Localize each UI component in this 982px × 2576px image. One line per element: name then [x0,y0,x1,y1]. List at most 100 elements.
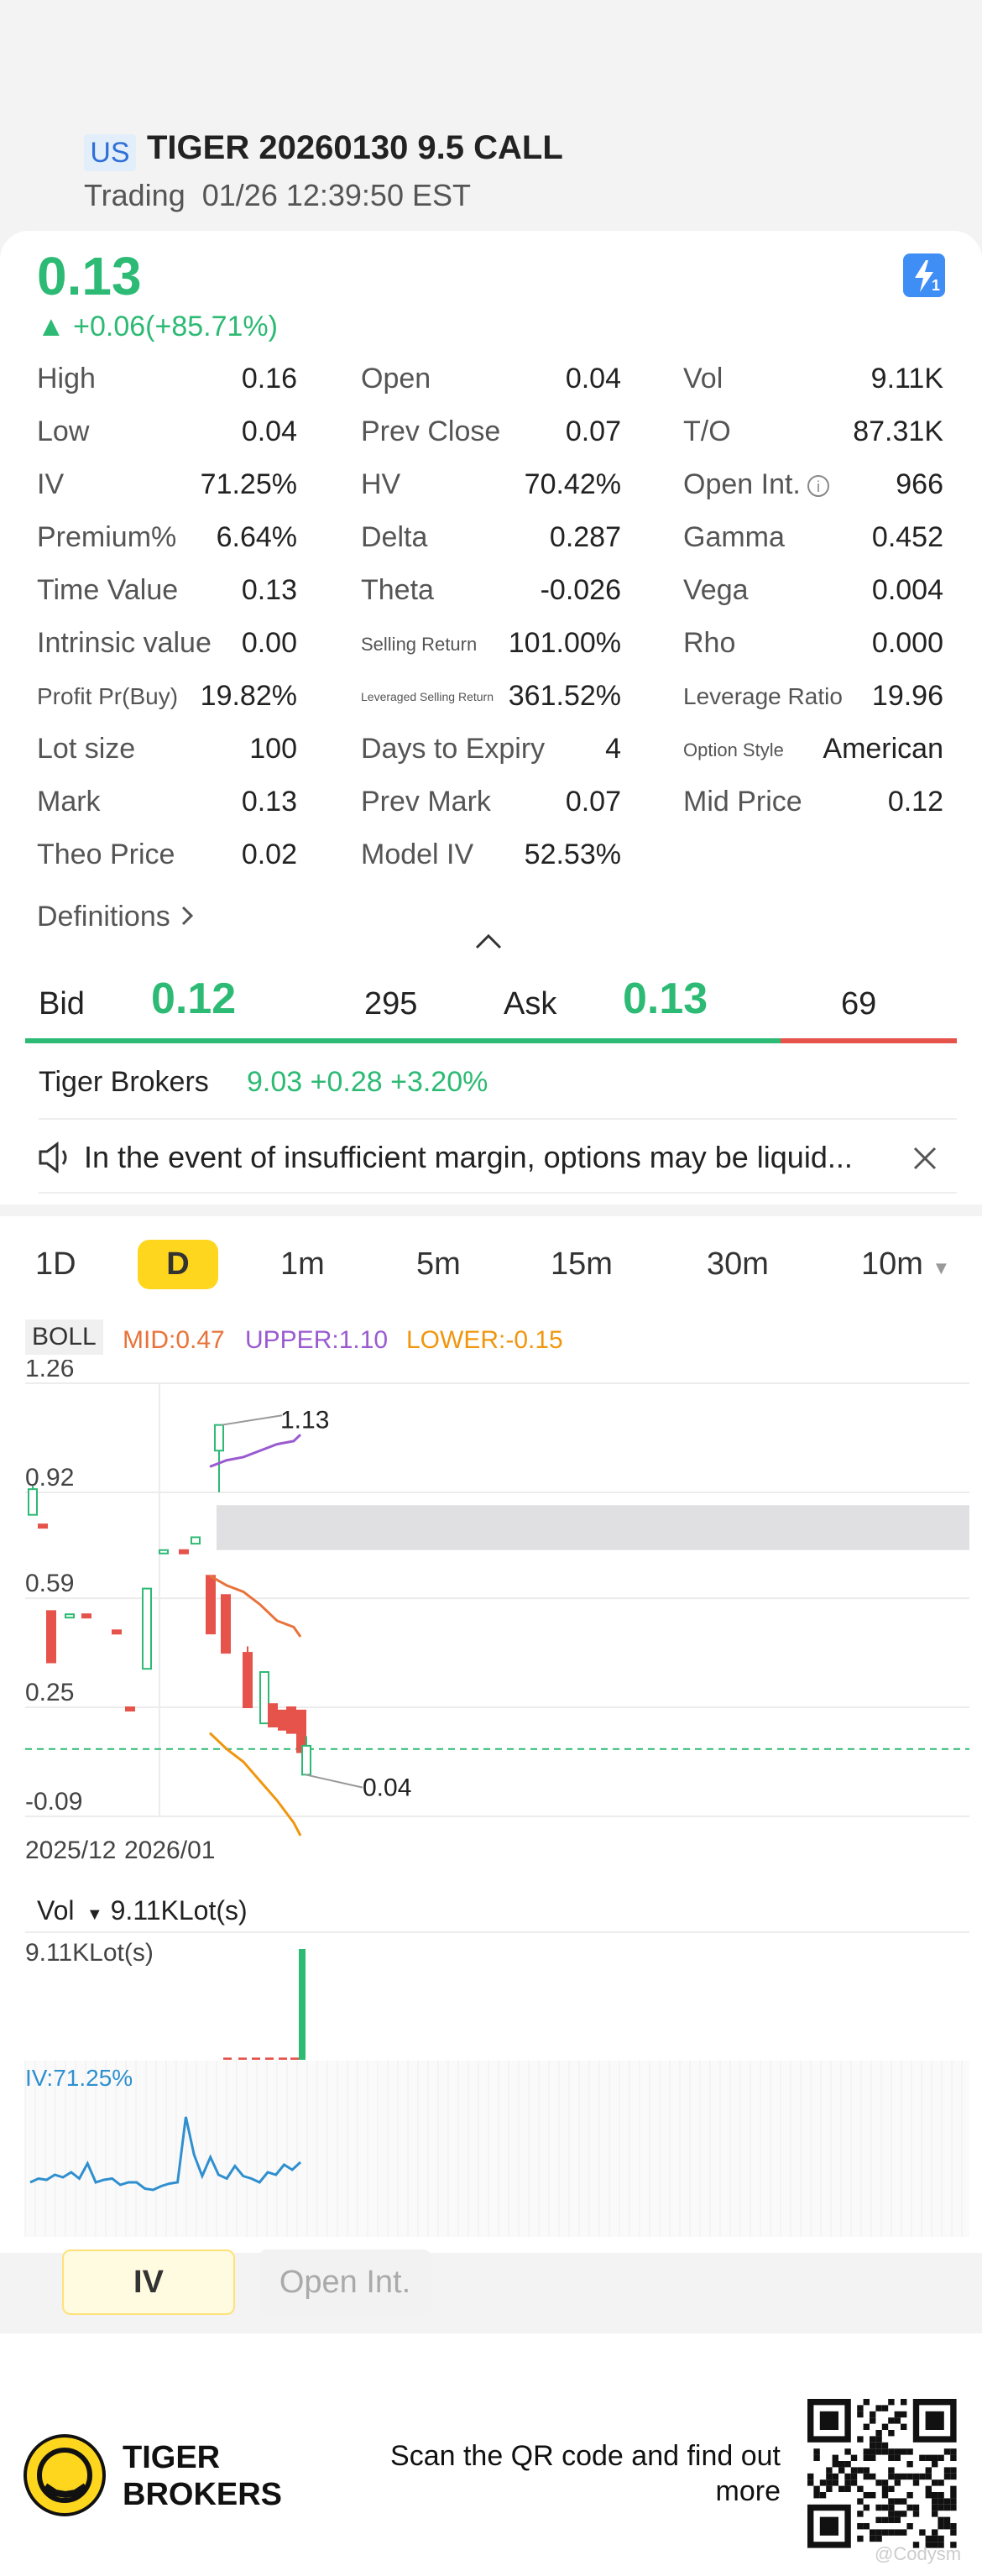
ask-size: 69 [841,986,877,1022]
qr-module [838,2467,845,2474]
qr-module [932,2461,938,2468]
qr-module [901,2498,907,2505]
qr-module [888,2399,895,2406]
qr-module [932,2492,938,2499]
option-title: TIGER 20260130 9.5 CALL [147,129,563,166]
qr-module [943,2498,951,2505]
qr-module [870,2473,876,2480]
stat-value: 0.13 [241,574,297,606]
tab-d[interactable]: D [138,1240,218,1289]
x-tick-label: 2025/12 [25,1837,116,1863]
stat-value: 4 [605,733,621,765]
qr-module [888,2448,895,2455]
tab-iv[interactable]: IV [62,2249,235,2315]
stat-value: 19.96 [871,680,943,712]
qr-module [906,2504,913,2511]
qr-module [832,2473,838,2480]
qr-module [919,2454,926,2461]
chevron-right-icon [182,906,194,926]
qr-module [813,2485,820,2492]
boll-mid-line [209,1575,302,1638]
boll-upper-line [209,1434,302,1468]
tab-15m[interactable]: 15m [551,1246,613,1282]
stat-label: Selling Return [361,634,478,655]
qr-module [943,2473,951,2480]
candle-body [125,1706,135,1712]
qr-module [863,2492,870,2499]
qr-module [919,2529,926,2536]
qr-module [857,2405,864,2411]
qr-module [881,2516,889,2523]
margin-notice[interactable]: In the event of insufficient margin, opt… [84,1140,853,1174]
qr-module [870,2529,876,2536]
qr-module [888,2511,895,2517]
iv-chart [24,2061,969,2237]
collapse-chevron-icon[interactable] [473,927,504,953]
qr-module [925,2467,932,2474]
qr-module [925,2492,932,2499]
y-tick-label: 1.26 [25,1360,74,1382]
qr-module [870,2411,876,2418]
y-tick-label: 0.59 [25,1570,74,1597]
qr-module [857,2467,864,2474]
volume-bar [279,2057,287,2060]
qr-module [870,2454,876,2461]
bid-ratio-bar [25,1038,781,1043]
stat-value: American [823,733,943,765]
qr-module [888,2473,895,2480]
indicator-selector[interactable]: BOLL [25,1319,103,1355]
qr-module [938,2542,944,2548]
tab-10m-label: 10m [861,1246,923,1282]
tab-open-int[interactable]: Open Int. [259,2249,431,2315]
tab-5m[interactable]: 5m [416,1246,461,1282]
qr-module [912,2542,920,2548]
stat-value: 19.82% [200,680,297,712]
qr-module [950,2542,957,2548]
up-arrow-icon: ▲ [37,311,65,342]
flash-trade-button[interactable]: 1 [903,253,945,297]
qr-module [863,2473,870,2480]
close-icon[interactable] [911,1145,938,1172]
section-gap [0,1204,982,1216]
info-icon[interactable]: i [806,473,831,499]
qr-module [906,2523,913,2530]
stat-label: Model IV [361,839,474,870]
qr-module [943,2448,951,2455]
definitions-link[interactable]: Definitions [37,901,196,933]
candle-body [38,1523,48,1529]
tab-1d[interactable]: 1D [35,1246,76,1282]
qr-module [857,2535,864,2542]
qr-module [863,2423,870,2430]
qr-module [888,2498,895,2505]
stat-label: Premium% [37,521,177,553]
qr-module [844,2448,851,2455]
iv-panel-bg [25,2061,969,2237]
qr-module [888,2467,895,2474]
volume-axis-max: 9.11KLot(s) [25,1939,154,1967]
volume-label: Vol [37,1895,75,1925]
qr-module [919,2473,926,2480]
qr-module [844,2473,851,2480]
volume-bar [238,2057,247,2060]
tab-1m[interactable]: 1m [280,1246,325,1282]
tab-30m[interactable]: 30m [707,1246,769,1282]
stat-value: 6.64% [216,521,297,553]
candle-body [268,1703,278,1727]
price-change: ▲ +0.06(+85.71%) [37,311,278,343]
stat-value: 0.04 [241,415,297,447]
qr-module [938,2523,944,2530]
underlying-name[interactable]: Tiger Brokers [39,1066,209,1098]
qr-module [932,2454,938,2461]
qr-module [870,2448,876,2455]
qr-module [881,2504,889,2511]
qr-module [925,2473,932,2480]
stat-value: 0.000 [871,627,943,659]
tab-10m[interactable]: 10m ▼ [861,1246,950,1283]
candle-body [65,1613,75,1619]
qr-module [932,2498,938,2505]
stat-label: Gamma [683,521,785,553]
divider [39,1192,957,1194]
volume-header[interactable]: Vol ▼ 9.11KLot(s) [37,1895,248,1926]
qr-module [938,2504,944,2511]
